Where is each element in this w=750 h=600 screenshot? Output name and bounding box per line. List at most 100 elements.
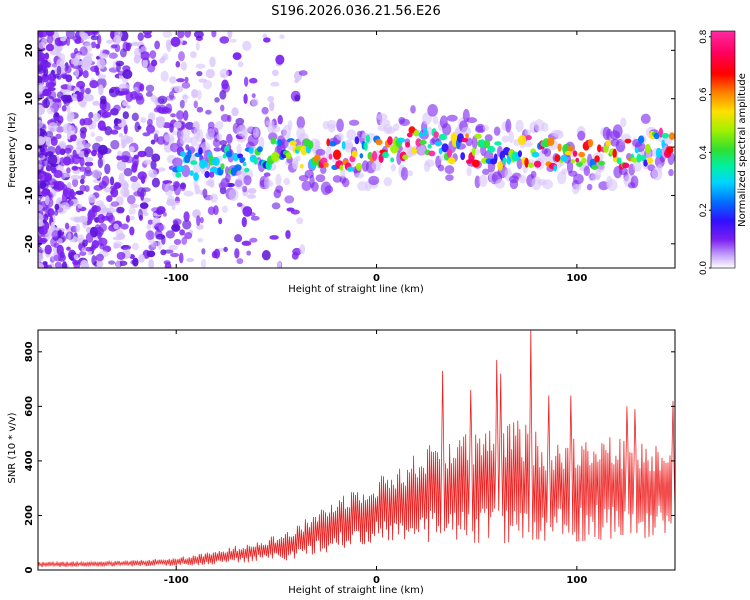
heatmap-cell xyxy=(250,215,260,221)
heatmap-cell xyxy=(97,157,103,169)
heatmap-cell xyxy=(122,100,129,107)
heatmap-cell xyxy=(140,117,147,124)
heatmap-cell xyxy=(343,139,354,153)
heatmap-cell xyxy=(150,241,158,248)
heatmap-cell xyxy=(85,232,94,244)
heatmap-cell xyxy=(242,161,247,167)
heatmap-cell xyxy=(371,160,382,172)
heatmap-cell xyxy=(594,155,600,163)
heatmap-cell xyxy=(38,204,43,212)
heatmap-cell xyxy=(67,81,72,93)
heatmap-cell xyxy=(117,232,126,240)
heatmap-cell xyxy=(46,178,57,186)
heatmap-cell xyxy=(179,135,187,145)
heatmap-cell xyxy=(630,175,639,189)
heatmap-cell xyxy=(110,139,120,150)
heatmap-cell xyxy=(132,160,139,169)
heatmap-cell xyxy=(91,31,100,35)
heatmap-cell xyxy=(212,138,221,148)
heatmap-cell xyxy=(382,151,389,159)
heatmap-cell xyxy=(172,130,179,136)
x-tick-label: 0 xyxy=(373,273,380,284)
heatmap-cell xyxy=(137,150,147,158)
heatmap-cell xyxy=(189,170,194,176)
heatmap-cell xyxy=(234,177,245,190)
heatmap-cell xyxy=(96,58,106,70)
heatmap-cell xyxy=(241,127,248,140)
heatmap-cell xyxy=(106,195,113,203)
heatmap-cell xyxy=(151,153,161,162)
heatmap-cell xyxy=(359,153,364,159)
heatmap-cell xyxy=(142,211,149,216)
heatmap-cell xyxy=(84,94,94,102)
heatmap-cell xyxy=(82,239,88,247)
heatmap-cell xyxy=(446,149,453,158)
heatmap-cell xyxy=(43,66,49,77)
heatmap-cell xyxy=(56,65,62,76)
heatmap-cell xyxy=(123,189,130,198)
heatmap-cell xyxy=(143,33,152,39)
heatmap-cell xyxy=(84,156,94,162)
heatmap-cell xyxy=(164,262,172,268)
heatmap-cell xyxy=(376,113,388,121)
heatmap-cell xyxy=(129,226,135,236)
heatmap-cell xyxy=(168,244,178,251)
heatmap-cell xyxy=(494,178,505,189)
heatmap-cell xyxy=(71,165,79,171)
heatmap-cell xyxy=(328,153,333,160)
heatmap-cell xyxy=(444,165,455,175)
heatmap-cell xyxy=(57,51,62,59)
heatmap-cell xyxy=(170,113,176,118)
heatmap-cell xyxy=(564,150,573,156)
heatmap-cell xyxy=(127,194,136,205)
heatmap-cell xyxy=(92,100,100,106)
heatmap-cell xyxy=(323,162,329,168)
heatmap-cell xyxy=(220,163,225,170)
heatmap-cell xyxy=(292,160,299,170)
heatmap-cell xyxy=(263,172,271,177)
heatmap-cell xyxy=(125,214,131,223)
heatmap-cell xyxy=(90,41,97,49)
heatmap-cell xyxy=(164,182,174,196)
heatmap-cell xyxy=(161,106,170,115)
heatmap-cell xyxy=(110,44,118,49)
heatmap-cell xyxy=(427,144,432,149)
heatmap-cell xyxy=(70,52,76,59)
heatmap-cell xyxy=(38,31,48,38)
heatmap-cell xyxy=(116,206,125,214)
heatmap-cell xyxy=(74,38,82,44)
heatmap-cell xyxy=(81,174,86,180)
heatmap-cell xyxy=(182,110,189,121)
heatmap-cell xyxy=(283,177,291,186)
heatmap-cell xyxy=(64,147,72,154)
heatmap-cell xyxy=(104,163,111,175)
y-tick-label: 600 xyxy=(24,396,35,417)
heatmap-cell xyxy=(148,169,158,179)
heatmap-cell xyxy=(169,142,180,153)
heatmap-cell xyxy=(324,185,334,194)
heatmap-cell xyxy=(179,229,186,236)
heatmap-cell xyxy=(178,252,184,264)
heatmap-cell xyxy=(419,139,427,145)
heatmap-cell xyxy=(150,160,157,170)
heatmap-cell xyxy=(114,31,123,40)
heatmap-cell xyxy=(289,140,297,146)
heatmap-cell xyxy=(173,182,182,196)
heatmap-cell xyxy=(237,61,244,68)
heatmap-cell xyxy=(332,149,342,160)
heatmap-cell xyxy=(261,250,271,261)
heatmap-cell xyxy=(632,160,642,172)
heatmap-cell xyxy=(270,125,281,133)
heatmap-cell xyxy=(130,175,138,183)
heatmap-cell xyxy=(70,56,79,67)
heatmap-cell xyxy=(155,104,162,112)
heatmap-cell xyxy=(655,147,662,159)
colorbar-tick-label: 0.0 xyxy=(699,261,709,276)
heatmap-cell xyxy=(64,65,72,74)
heatmap-cell xyxy=(146,62,156,73)
heatmap-cell xyxy=(45,61,51,68)
heatmap-cell xyxy=(570,159,576,164)
spectrogram-x-ticks: -100 0 100 xyxy=(164,31,587,284)
heatmap-cell xyxy=(72,178,79,188)
heatmap-cell xyxy=(117,150,123,157)
